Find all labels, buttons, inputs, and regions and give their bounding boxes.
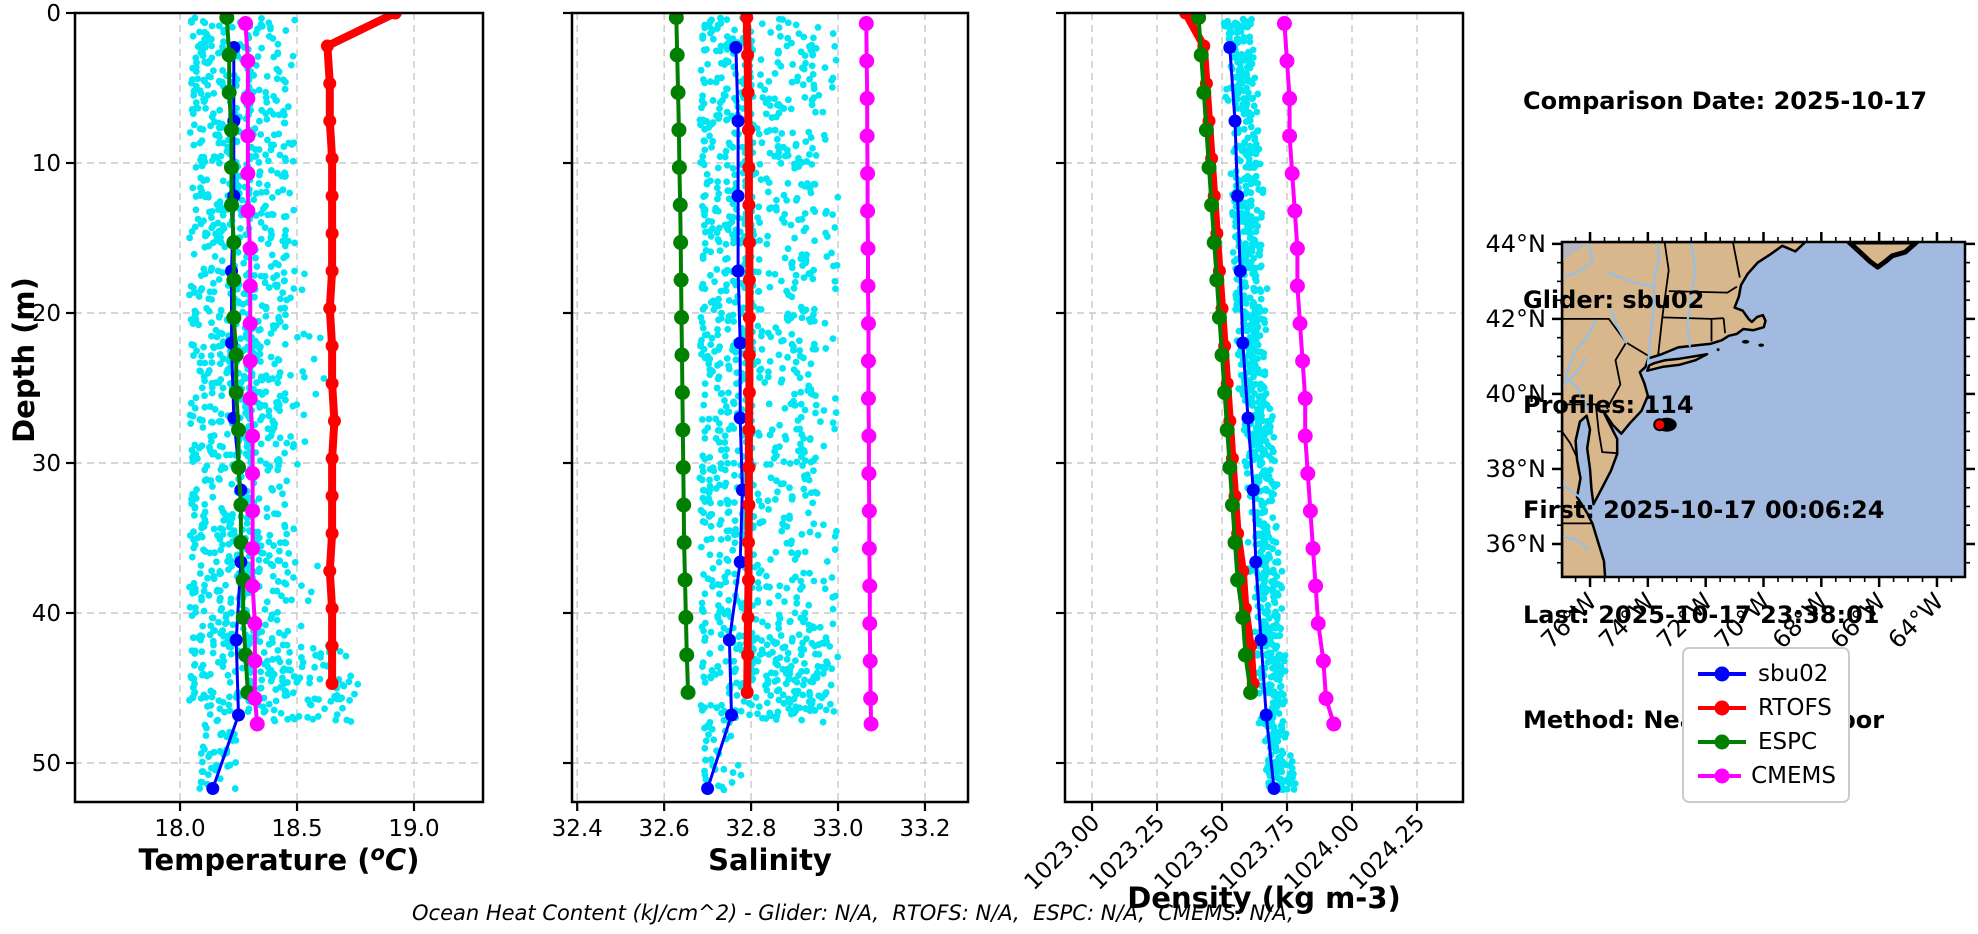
svg-text:32.6: 32.6 xyxy=(639,816,690,842)
series-espc-line xyxy=(1191,13,1259,700)
axis-titles: Density (kg m-3) xyxy=(1127,881,1401,915)
svg-text:10: 10 xyxy=(32,151,61,177)
series-rtofs-line xyxy=(320,13,402,690)
series-cmems-line xyxy=(858,16,879,732)
series-rtofs-line xyxy=(740,13,756,699)
info-gap xyxy=(1523,189,1927,213)
svg-text:Density (kg m-3): Density (kg m-3) xyxy=(1127,881,1401,915)
svg-text:32.4: 32.4 xyxy=(552,816,603,842)
lake-region xyxy=(1562,242,1590,262)
plot-content xyxy=(1179,13,1342,795)
svg-text:32.8: 32.8 xyxy=(725,816,776,842)
long-island-landmass xyxy=(1646,352,1709,372)
tick-labels: 32.4 32.6 32.8 33.0 33.2 xyxy=(552,816,951,842)
map-content xyxy=(1562,242,1965,577)
series-cmems-line xyxy=(1276,16,1342,732)
axis-titles: Temperature (oC) Depth (m) xyxy=(7,277,419,877)
svg-text:36°N: 36°N xyxy=(1486,530,1547,558)
legend-label-cmems: CMEMS xyxy=(1751,763,1836,789)
axes-frame xyxy=(1056,11,1465,811)
rtofs-line-swatch-icon xyxy=(1698,700,1746,716)
legend-row: ESPC xyxy=(1696,725,1836,759)
espc-line-swatch-icon xyxy=(1698,734,1746,750)
svg-text:42°N: 42°N xyxy=(1486,305,1547,333)
axes-frame xyxy=(66,11,485,811)
glider-line-swatch-icon xyxy=(1698,666,1746,682)
svg-text:40°N: 40°N xyxy=(1486,380,1547,408)
svg-text:0: 0 xyxy=(46,1,61,27)
chart-density: 1023.001023.251023.501023.751024.001024.… xyxy=(1020,11,1465,915)
svg-text:38°N: 38°N xyxy=(1486,455,1547,483)
plot-content xyxy=(186,13,402,795)
svg-text:50: 50 xyxy=(32,751,61,777)
coastal-islands xyxy=(1716,339,1765,352)
nova-scotia-landmass xyxy=(1846,242,1920,270)
mainland-landmass xyxy=(1562,242,1807,577)
profiles-count-text: Profiles: 114 xyxy=(1523,391,1694,419)
svg-text:Depth (m): Depth (m) xyxy=(7,277,41,443)
svg-text:33.2: 33.2 xyxy=(899,816,950,842)
svg-text:18.5: 18.5 xyxy=(271,816,322,842)
first-profile-time-text: First: 2025-10-17 00:06:24 xyxy=(1523,496,1885,524)
axes-frame xyxy=(563,11,970,811)
series-sbu02-line xyxy=(1223,41,1281,795)
svg-text:20: 20 xyxy=(32,301,61,327)
plot-content xyxy=(668,13,879,795)
svg-text:33.0: 33.0 xyxy=(812,816,863,842)
comparison-date-text: Comparison Date: 2025-10-17 xyxy=(1523,87,1928,115)
svg-text:40: 40 xyxy=(32,601,61,627)
svg-text:Temperature (oC): Temperature (oC) xyxy=(139,841,420,877)
ohc-footer-text: Ocean Heat Content (kJ/cm^2) - Glider: N… xyxy=(412,901,1294,925)
legend-row: CMEMS xyxy=(1696,759,1836,793)
glider-name-text: Glider: sbu02 xyxy=(1523,286,1705,314)
chart-temperature: 18.0 18.5 19.0 0 10 20 30 40 50 Temperature (oC) D… xyxy=(7,1,485,877)
chart-salinity: 32.4 32.6 32.8 33.0 33.2 Salinity xyxy=(552,11,970,877)
map-ticks xyxy=(1552,232,1975,587)
svg-text:30: 30 xyxy=(32,451,61,477)
last-profile-time-text: Last: 2025-10-17 23:38:01 xyxy=(1523,601,1880,629)
svg-text:18.0: 18.0 xyxy=(154,816,205,842)
axis-titles: Salinity xyxy=(708,843,832,877)
cmems-line-swatch-icon xyxy=(1698,768,1742,784)
series-cmems-line xyxy=(238,16,265,732)
glider-position-marker xyxy=(1653,417,1677,432)
svg-text:44°N: 44°N xyxy=(1486,230,1547,258)
svg-text:19.0: 19.0 xyxy=(388,816,439,842)
tick-labels: 18.0 18.5 19.0 0 10 20 30 40 50 xyxy=(32,1,440,842)
legend: sbu02 RTOFS ESPC CMEMS xyxy=(1682,647,1850,803)
legend-row: RTOFS xyxy=(1696,691,1836,725)
legend-label-rtofs: RTOFS xyxy=(1758,695,1832,721)
legend-row: sbu02 xyxy=(1696,657,1836,691)
legend-label-sbu02: sbu02 xyxy=(1758,661,1829,687)
glider-scatter-points xyxy=(696,14,842,794)
series-espc-line xyxy=(668,13,696,700)
svg-text:Salinity: Salinity xyxy=(708,843,832,877)
glider-scatter-points xyxy=(1220,15,1299,793)
legend-label-espc: ESPC xyxy=(1758,729,1818,755)
